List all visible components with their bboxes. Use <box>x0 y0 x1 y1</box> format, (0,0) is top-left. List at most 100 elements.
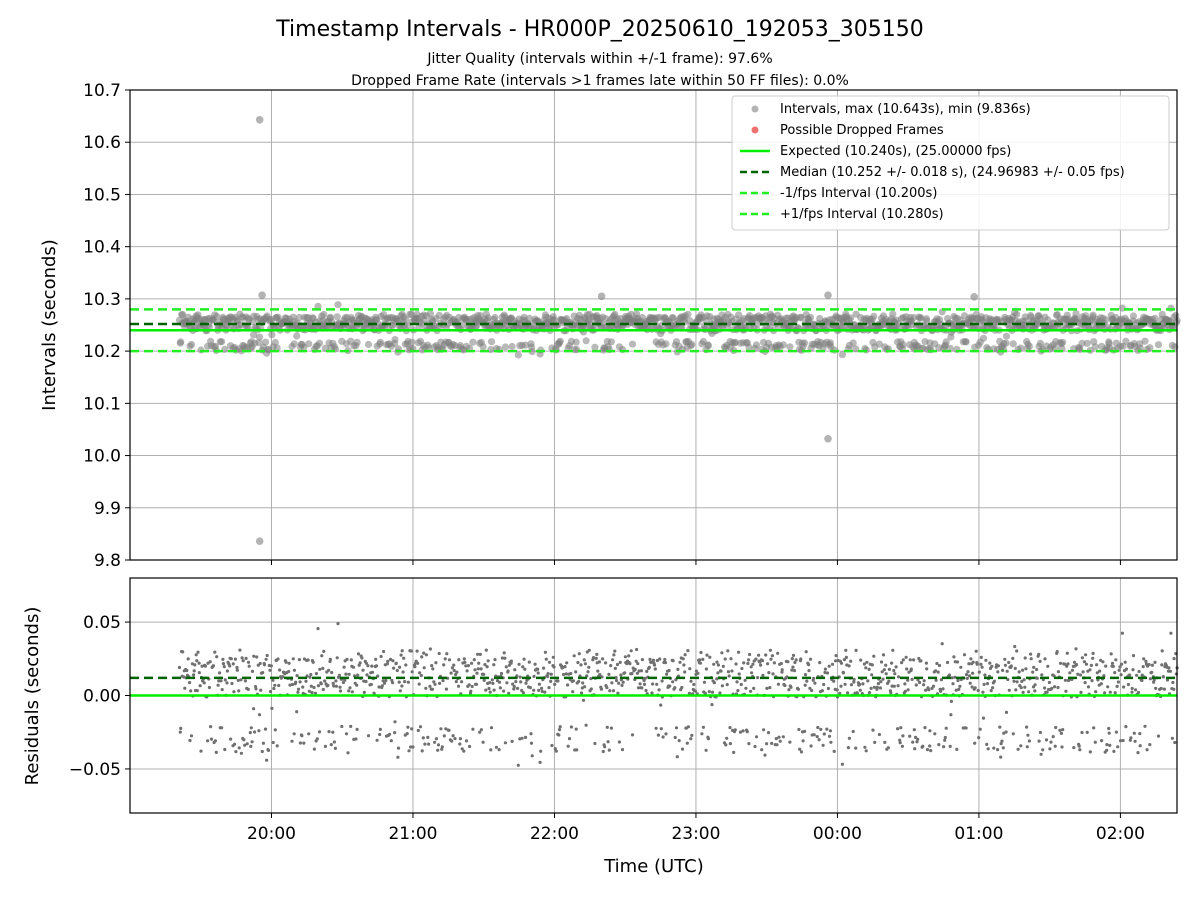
residual-point <box>587 665 591 669</box>
residual-point <box>382 649 386 654</box>
residual-point <box>968 681 972 685</box>
residual-point <box>552 665 556 669</box>
residual-point <box>197 661 201 665</box>
residual-point <box>980 665 984 669</box>
residual-point <box>884 672 888 676</box>
residual-point <box>277 683 281 688</box>
residual-point <box>225 669 229 673</box>
residual-point <box>726 649 730 653</box>
residual-point <box>477 661 481 665</box>
residual-point <box>549 679 553 684</box>
residual-point <box>427 742 431 746</box>
residual-point <box>816 725 820 730</box>
residual-point <box>338 685 342 689</box>
residual-point <box>840 762 845 766</box>
residual-point <box>744 686 748 690</box>
residual-point <box>973 741 977 745</box>
residual-point <box>318 667 322 671</box>
residual-point <box>661 735 665 739</box>
residual-point <box>1021 690 1025 695</box>
residual-point <box>1015 649 1019 653</box>
residual-point <box>1101 660 1105 664</box>
residual-point <box>893 672 897 676</box>
residual-point <box>449 671 453 675</box>
interval-point <box>852 345 860 353</box>
residual-point <box>465 669 469 673</box>
residuals-y-tick-label: −0.05 <box>69 760 121 780</box>
residual-point <box>654 726 658 730</box>
interval-point <box>1009 340 1017 348</box>
residual-point <box>765 742 769 746</box>
residual-point <box>547 686 551 690</box>
residual-point <box>1033 689 1037 693</box>
residual-point <box>247 664 251 668</box>
residual-point <box>208 660 212 664</box>
residual-point <box>876 682 881 686</box>
residual-point <box>983 673 987 677</box>
residual-point <box>678 660 682 664</box>
interval-point <box>469 338 477 346</box>
residual-point <box>743 678 747 682</box>
residual-point <box>235 668 239 672</box>
residual-point <box>617 740 622 744</box>
residual-point <box>728 742 733 746</box>
residual-point <box>990 664 994 668</box>
residual-point <box>1031 670 1035 674</box>
residual-point <box>316 684 320 688</box>
residual-point <box>1053 744 1057 748</box>
residual-point <box>382 681 387 685</box>
residual-point <box>898 738 902 742</box>
residual-point <box>1160 649 1164 653</box>
residual-point <box>614 678 619 683</box>
residual-point <box>232 690 236 694</box>
residual-point <box>1162 687 1166 691</box>
residual-point <box>233 657 237 661</box>
residual-point <box>832 749 836 754</box>
residual-point <box>397 680 401 684</box>
residual-point <box>872 685 877 689</box>
residual-point <box>950 676 954 680</box>
residual-point <box>1048 747 1052 751</box>
residual-point <box>342 665 346 669</box>
residual-point <box>505 681 509 685</box>
residual-point <box>1016 747 1020 751</box>
residual-point <box>964 726 968 730</box>
residual-point <box>447 728 451 732</box>
residual-point <box>636 686 641 690</box>
residual-point <box>1007 660 1011 665</box>
residual-point <box>937 663 942 668</box>
residual-point <box>659 727 663 731</box>
residual-point <box>635 671 640 675</box>
residual-point <box>206 739 210 743</box>
residual-point <box>317 730 322 734</box>
residual-point <box>761 673 765 677</box>
residual-point <box>484 688 488 692</box>
residual-point <box>636 662 640 666</box>
residual-point <box>702 680 707 684</box>
residual-point <box>1038 659 1042 664</box>
residual-point <box>213 739 217 743</box>
residual-point <box>455 670 459 674</box>
residual-point <box>967 674 972 678</box>
residual-point <box>954 688 958 692</box>
residual-point <box>380 684 384 688</box>
residual-point <box>847 664 851 668</box>
residual-point <box>655 658 660 663</box>
residual-point <box>489 726 494 730</box>
residual-point <box>450 739 454 743</box>
interval-point <box>607 338 616 346</box>
interval-point <box>402 315 410 323</box>
residual-point <box>401 670 405 674</box>
residual-point <box>287 669 291 674</box>
residual-point <box>1110 661 1115 665</box>
residual-point <box>887 679 891 683</box>
residual-point <box>615 662 620 667</box>
residual-point <box>827 734 832 738</box>
interval-point <box>917 314 925 322</box>
x-tick-label: 02:00 <box>1096 824 1145 844</box>
intervals-y-tick-label: 10.5 <box>83 185 121 205</box>
intervals-axes-frame <box>129 89 1178 561</box>
residual-point <box>430 664 434 668</box>
residual-point <box>749 689 753 693</box>
interval-point <box>1146 344 1154 352</box>
